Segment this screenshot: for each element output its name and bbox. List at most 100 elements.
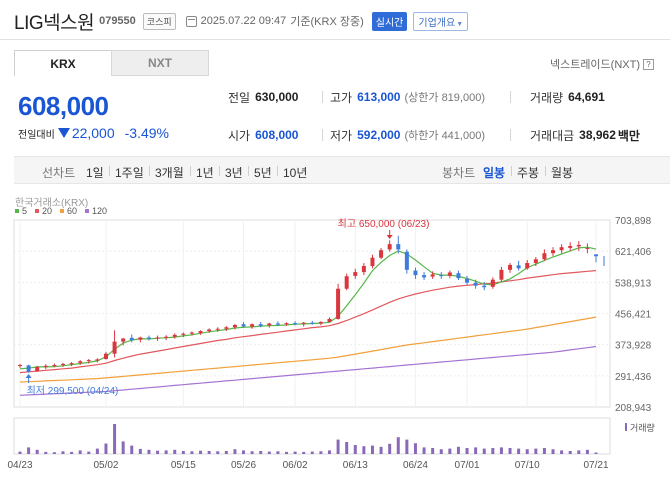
stock-name: LIG넥스원 [14,12,95,34]
candle-body [422,275,427,278]
period-daily[interactable]: 일봉 [483,166,506,180]
help-icon[interactable]: ? [643,58,654,70]
volume-bar [379,446,383,454]
legend-label: 120 [92,206,108,216]
candle-body [52,365,57,367]
stat-volume: 거래량 64,691 [530,89,605,105]
tab-krx[interactable]: KRX [14,50,112,76]
volume-bar [345,442,349,454]
period-1d[interactable]: 1일 [86,166,104,180]
volume-bar [568,451,572,454]
period-1w[interactable]: 1주일 [115,166,144,180]
candle-body [516,265,521,269]
candle-body [465,278,470,283]
legend-label: 60 [67,206,78,216]
volume-bar [577,450,581,454]
candle [284,322,289,326]
volume-bar [70,451,74,454]
candle-body [232,324,237,328]
candle-body [533,259,538,264]
change-percent: -3.49% [124,125,169,141]
candle-body [146,337,151,339]
candle [533,256,538,267]
candle [404,249,409,274]
candle-body [482,285,487,288]
candle [473,279,478,289]
candle [525,260,530,270]
nextrade-link[interactable]: 넥스트레이드(NXT) ? [550,56,654,72]
x-tick-label: 05/26 [231,460,256,471]
volume-bar [336,439,340,454]
candle [361,263,366,276]
stat-divider [322,129,323,141]
period-weekly[interactable]: 주봉 [517,166,540,180]
period-10y[interactable]: 10년 [283,166,308,180]
candle [430,271,435,279]
candle-body [404,251,409,270]
legend-item-ma60: 60 [60,206,77,216]
stat-label: 시가 [228,128,251,143]
legend-swatch [35,209,40,213]
candle-body [508,264,513,270]
volume-bar [448,448,452,454]
candle-body [430,274,435,277]
x-tick-label: 05/02 [93,460,118,471]
candle-body [189,332,194,334]
candle-body [336,288,341,319]
candle [387,240,392,252]
candle [456,270,461,281]
period-divider [149,166,150,176]
candle-body [275,323,280,325]
candle-body [490,279,495,287]
period-1y[interactable]: 1년 [196,166,214,180]
min-arrow-head-icon [25,374,32,378]
calendar-icon [185,15,197,27]
realtime-button[interactable]: 실시간 [371,11,408,31]
candle [224,326,229,332]
candle [164,335,169,341]
tab-nxt[interactable]: NXT [111,50,209,76]
candle [35,365,40,372]
period-divider [190,166,191,176]
volume-bar [499,447,503,454]
legend-item-ma20: 20 [35,206,52,216]
stat-divider [510,91,511,103]
volume-bar [542,448,546,454]
candle [379,247,384,260]
volume-bars [18,424,598,454]
chart-axes: 703,898 621,406 538,913 456,421 373,928 291,4… [7,216,654,471]
stat-unit: 백만 [617,128,640,143]
candle [482,281,487,291]
volume-bar [156,450,160,454]
candle [241,321,246,328]
period-3y[interactable]: 3년 [225,166,243,180]
candle-body [95,359,100,361]
volume-bar [216,451,220,454]
period-divider [109,166,110,176]
volume-bar [456,446,460,454]
candle [215,327,220,332]
volume-bar [285,451,289,454]
candle [172,333,177,339]
company-info-dropdown[interactable]: 기업개요▼ [413,11,469,31]
candle [413,267,418,279]
volume-bar [164,450,168,454]
candle [129,334,134,343]
volume-bar [233,449,237,454]
candle-body [559,247,564,251]
candle-body [293,323,298,325]
period-monthly[interactable]: 월봉 [551,166,574,180]
candle-body [155,337,160,339]
y-tick-label: 291,436 [615,372,652,383]
period-5y[interactable]: 5년 [254,166,272,180]
candle-body [396,244,401,250]
candle-body [439,275,444,277]
candle-body [267,323,272,326]
volume-bar [310,451,314,454]
chevron-down-icon: ▼ [456,20,464,28]
y-tick-label: 621,406 [615,247,652,258]
stat-sub: (상한가 819,000) [404,92,485,104]
y-tick-label: 208,943 [615,403,652,414]
period-3m[interactable]: 3개월 [155,166,184,180]
